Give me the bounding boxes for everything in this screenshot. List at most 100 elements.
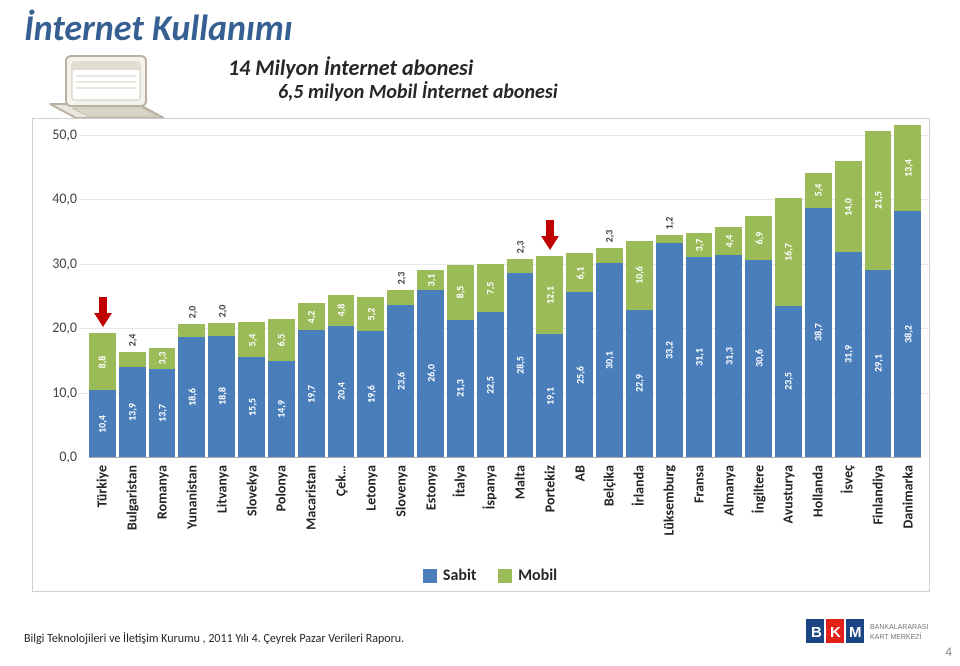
bar-segment-sabit: 19,1 [536, 334, 563, 457]
y-tick-label: 40,0 [37, 190, 77, 207]
page-title: İnternet Kullanımı [24, 6, 293, 50]
category-col: Danimarka [894, 461, 921, 541]
bar-value-mobil: 5,2 [364, 308, 377, 321]
bar-col: 6,9 30,6 [745, 216, 772, 457]
y-tick-label: 10,0 [37, 384, 77, 401]
bar-segment-sabit: 23,6 [387, 305, 414, 457]
bar-value-sabit: 30,1 [603, 351, 616, 369]
category-col: Polonya [268, 461, 295, 541]
bar-segment-sabit: 38,2 [894, 211, 921, 457]
bar-segment-mobil: 3,3 [149, 348, 176, 369]
bar-segment-sabit: 33,2 [656, 243, 683, 457]
bar-col: 4,4 31,3 [715, 227, 742, 457]
category-label: Yunanistan [183, 465, 200, 529]
bar-segment-mobil: 12,1 [536, 256, 563, 334]
bar-col: 8,521,3 [447, 265, 474, 457]
category-label: Malta [512, 465, 529, 499]
bar-value-sabit: 13,9 [126, 403, 139, 421]
bar-segment-mobil: 2,3 [507, 259, 534, 274]
category-label: Almanya [720, 465, 737, 516]
bar-segment-sabit: 31,3 [715, 255, 742, 457]
bar-value-mobil: 12,1 [543, 286, 556, 304]
category-col: Hollanda [805, 461, 832, 541]
category-col: İngiltere [745, 461, 772, 541]
bar-value-mobil: 4,8 [335, 304, 348, 317]
bar-value-mobil: 2,3 [514, 240, 527, 253]
category-col: Letonya [357, 461, 384, 541]
category-col: Fransa [686, 461, 713, 541]
bar-value-mobil: 14,0 [842, 198, 855, 216]
bar-segment-mobil: 2,3 [387, 290, 414, 305]
highlight-arrow-icon [542, 220, 558, 252]
bar-value-sabit: 30,6 [752, 350, 765, 368]
bar-value-sabit: 13,7 [156, 404, 169, 422]
legend-label-mobil: Mobil [518, 566, 557, 585]
category-label: İsveç [840, 465, 857, 494]
bar-segment-mobil: 6,5 [268, 319, 295, 361]
bar-col: 2,330,1 [596, 248, 623, 457]
bar-segment-sabit: 20,4 [328, 326, 355, 457]
legend: Sabit Mobil [33, 566, 929, 585]
bar-value-mobil: 2,3 [394, 272, 407, 285]
bar-segment-sabit: 19,6 [357, 331, 384, 457]
category-col: Malta [507, 461, 534, 541]
bar-value-mobil: 6,9 [752, 231, 765, 244]
bar-value-sabit: 18,8 [215, 388, 228, 406]
bar-value-mobil: 21,5 [871, 191, 884, 209]
bar-segment-sabit: 23,5 [775, 306, 802, 457]
subtitle-2: 6,5 milyon Mobil İnternet abonesi [278, 80, 558, 104]
svg-text:BANKALARARASI: BANKALARARASI [870, 624, 928, 631]
bar-value-mobil: 2,0 [215, 305, 228, 318]
category-col: Belçika [596, 461, 623, 541]
bar-segment-sabit: 13,7 [149, 369, 176, 457]
bar-segment-sabit: 13,9 [119, 367, 146, 457]
bar-value-sabit: 19,7 [305, 385, 318, 403]
bar-col: 4,8 20,4 [328, 295, 355, 457]
bar-col: 2,323,6 [387, 290, 414, 457]
category-label: Fransa [690, 465, 707, 503]
category-col: Estonya [417, 461, 444, 541]
bar-value-sabit: 38,2 [901, 325, 914, 343]
bar-value-mobil: 13,4 [901, 159, 914, 177]
bar-segment-sabit: 28,5 [507, 273, 534, 457]
bar-segment-sabit: 15,5 [238, 357, 265, 457]
bar-col: 8,810,4 [89, 333, 116, 457]
bar-segment-mobil: 5,4 [238, 322, 265, 357]
bar-value-mobil: 4,4 [722, 235, 735, 248]
category-col: Slovenya [387, 461, 414, 541]
bar-value-sabit: 15,5 [245, 398, 258, 416]
laptop-icon [42, 52, 172, 122]
page-number: 4 [945, 645, 952, 660]
bar-segment-mobil: 8,8 [89, 333, 116, 390]
bar-value-mobil: 3,7 [692, 238, 705, 251]
bar-value-sabit: 31,3 [722, 347, 735, 365]
category-col: Almanya [715, 461, 742, 541]
bar-value-sabit: 33,2 [663, 341, 676, 359]
bar-col: 4,219,7 [298, 303, 325, 457]
subtitle-1: 14 Milyon İnternet abonesi [228, 54, 473, 81]
y-tick-label: 0,0 [37, 448, 77, 465]
bar-segment-sabit: 29,1 [865, 270, 892, 457]
bar-value-mobil: 2,3 [603, 230, 616, 243]
bar-value-sabit: 18,6 [185, 388, 198, 406]
bar-col: 2,413,9 [119, 352, 146, 457]
bar-value-mobil: 3,1 [424, 273, 437, 286]
category-label: İrlanda [631, 465, 648, 506]
bar-segment-mobil: 3,1 [417, 270, 444, 290]
bar-col: 3,7 31,1 [686, 233, 713, 457]
y-tick-label: 30,0 [37, 255, 77, 272]
bar-value-sabit: 31,1 [692, 348, 705, 366]
bar-segment-sabit: 18,6 [178, 337, 205, 457]
plot-area: 8,810,42,413,93,313,72,018,62,018,85,415… [89, 135, 921, 458]
bar-value-sabit: 28,5 [514, 356, 527, 374]
category-col: Lüksemburg [656, 461, 683, 541]
bar-segment-sabit: 31,9 [835, 252, 862, 457]
bar-value-mobil: 7,5 [484, 282, 497, 295]
bar-value-mobil: 6,5 [275, 334, 288, 347]
bar-segment-mobil: 6,1 [566, 253, 593, 292]
bar-segment-sabit: 21,3 [447, 320, 474, 457]
legend-label-sabit: Sabit [443, 566, 477, 585]
y-tick-label: 20,0 [37, 319, 77, 336]
chart: 0,010,020,030,040,050,0 8,810,42,413,93,… [32, 118, 930, 592]
bar-segment-mobil: 5,2 [357, 297, 384, 330]
